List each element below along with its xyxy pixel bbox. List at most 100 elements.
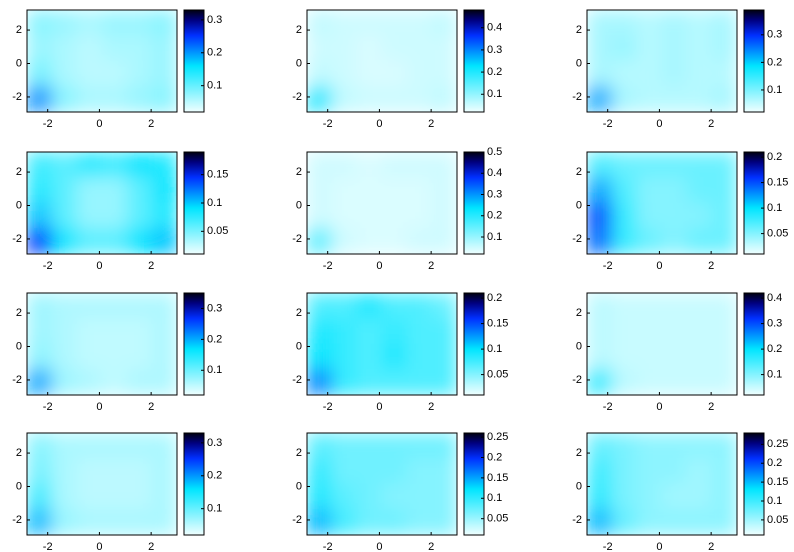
heatmap-cell [331,293,358,319]
heatmap-cell [331,369,358,395]
y-tick-label: 0 [296,480,302,492]
heatmap-cell [406,86,433,112]
heatmap-cell [711,152,737,178]
heatmap-cell [711,202,737,229]
heatmap-cell [431,458,457,485]
heatmap-cell [76,228,103,254]
heatmap-cell [381,483,408,510]
heatmap-cell [661,228,688,254]
heatmap-cell [636,458,663,485]
heatmap-cell [51,293,78,319]
colorbar-tick-label: 0.1 [767,495,782,507]
heatmap-cell [686,509,713,535]
colorbar-tick-label: 0.25 [487,431,508,443]
heatmap-cell [51,458,78,485]
heatmap-cell [431,343,457,370]
heatmap-cell [686,228,713,254]
heatmap-cell [611,60,638,87]
y-tick-label: -2 [292,374,302,386]
colorbar-tick-label: 0.1 [487,88,502,100]
heatmap-cell [686,433,713,459]
heatmap-cell [151,35,177,62]
heatmap-cell [711,177,737,204]
heatmap-cell [51,483,78,510]
heatmap-cell [356,86,383,112]
x-tick-label: 0 [96,541,102,552]
heatmap-cell [587,343,613,370]
colorbar [463,151,485,255]
heatmap-cell [27,10,53,36]
colorbar-tick-label: 0.05 [487,369,508,381]
heatmap-image [307,433,457,535]
colorbar-tick-label: 0.1 [767,202,782,214]
heatmap-cell [711,509,737,535]
heatmap-cell [356,228,383,254]
heatmap-cell [381,35,408,62]
heatmap-cell [356,343,383,370]
colorbar-tick-label: 0.2 [767,457,782,469]
heatmap-image [587,433,737,535]
heatmap-cell [711,433,737,459]
heatmap-cell [431,202,457,229]
heatmap-cell [636,483,663,510]
heatmap-cell [711,458,737,485]
heatmap-cell [307,483,333,510]
heatmap-cell [686,177,713,204]
y-tick-label: -2 [12,374,22,386]
heatmap-cell [307,86,333,112]
colorbar-tick-label: 0.3 [487,44,502,56]
heatmap-cell [331,152,358,178]
heatmap-cell [381,318,408,345]
plot-frame [26,432,178,536]
plot-frame [586,432,738,536]
heatmap-cell [356,202,383,229]
x-tick-label: 2 [148,541,154,552]
heatmap-cell [126,228,153,254]
colorbar [183,292,205,396]
heatmap-cell [636,10,663,36]
plot-frame [306,432,458,536]
heatmap-cell [381,10,408,36]
colorbar-tick-label: 0.1 [207,80,222,92]
heatmap-image [587,152,737,254]
x-tick-label: -2 [603,118,613,130]
heatmap-cell [27,202,53,229]
colorbar [743,151,765,255]
y-tick-label: 0 [16,57,22,69]
heatmap-cell [711,293,737,319]
y-tick-label: 2 [296,307,302,319]
colorbar-tick-label: 0.1 [767,84,782,96]
panel: -2 0 2 -2 0 2 0.05 0.1 0.15 0.2 [572,151,788,272]
y-tick-label: 0 [296,199,302,211]
heatmap-cell [611,228,638,254]
heatmap-cell [381,86,408,112]
colorbar-tick-label: 0.1 [207,364,222,376]
heatmap-cell [406,509,433,535]
colorbar-tick-label: 0.4 [767,292,782,304]
y-tick-label: 2 [16,166,22,178]
colorbar-tick-label: 0.3 [207,437,222,449]
heatmap-cell [711,35,737,62]
heatmap-cell [27,177,53,204]
colorbar-tick-label: 0.5 [487,146,502,158]
heatmap-cell [406,10,433,36]
heatmap-cell [406,60,433,87]
x-tick-label: -2 [43,401,53,413]
heatmap-cell [76,293,103,319]
heatmap-cell [331,86,358,112]
colorbar-tick-label: 0.2 [487,292,502,304]
heatmap-cell [381,177,408,204]
panel: -2 0 2 -2 0 2 0.1 0.2 0.3 0.4 0.5 [292,146,502,272]
heatmap-cell [307,152,333,178]
heatmap-cell [151,60,177,87]
heatmap-cell [636,293,663,319]
heatmap-cell [331,343,358,370]
x-tick-label: -2 [603,541,613,552]
colorbar-tick-label: 0.2 [487,66,502,78]
y-tick-label: -2 [12,91,22,103]
heatmap-cell [686,10,713,36]
heatmap-cell [307,343,333,370]
heatmap-cell [151,152,177,178]
heatmap-cell [636,86,663,112]
plot-frame [306,292,458,396]
